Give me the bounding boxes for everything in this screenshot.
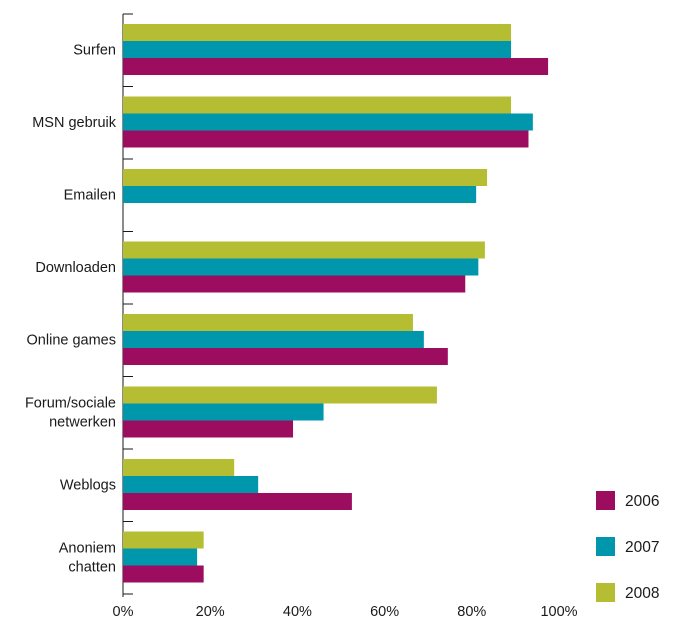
bar-2007-online-games [123,331,424,348]
x-tick-label: 20% [196,604,225,620]
legend-label-2006: 2006 [625,493,659,510]
bar-2007-forum-sociale-netwerken [123,404,324,421]
bar-2007-anoniem-chatten [123,549,197,566]
x-tick-label: 100% [540,604,577,620]
category-label: Anoniem chatten [59,541,116,576]
legend-swatch-2006 [596,491,615,510]
bar-2007-surfen [123,41,511,58]
bar-2008-weblogs [123,459,234,476]
x-tick-label: 40% [283,604,312,620]
legend: 2006 2007 2008 [596,491,659,602]
x-tick-label: 0% [113,604,134,620]
bars [123,24,548,583]
bar-2007-weblogs [123,476,258,493]
bar-2006-msn-gebruik [123,131,528,148]
bar-2008-anoniem-chatten [123,532,204,549]
legend-label-2008: 2008 [625,585,659,602]
bar-2008-msn-gebruik [123,97,511,114]
category-label: Weblogs [60,478,116,494]
category-label: Downloaden [35,260,116,276]
bar-2006-anoniem-chatten [123,566,204,583]
legend-swatch-2008 [596,583,615,602]
category-label: Forum/sociale netwerken [25,396,116,431]
legend-swatch-2007 [596,537,615,556]
category-label: Online games [27,333,116,349]
bar-2006-downloaden [123,276,465,293]
bar-2008-emailen [123,169,487,186]
bar-2006-surfen [123,58,548,75]
category-label: Emailen [64,188,116,204]
bar-2008-forum-sociale-netwerken [123,387,437,404]
bar-2008-online-games [123,314,413,331]
x-tick-label: 80% [457,604,486,620]
bar-2006-forum-sociale-netwerken [123,421,293,438]
legend-label-2007: 2007 [625,539,659,556]
bar-2007-downloaden [123,259,478,276]
bar-2007-msn-gebruik [123,114,533,131]
bar-2006-online-games [123,348,448,365]
category-label: MSN gebruik [32,115,117,131]
bar-2007-emailen [123,186,476,203]
bar-2008-surfen [123,24,511,41]
bar-2006-weblogs [123,493,352,510]
category-label: Surfen [73,43,116,59]
x-tick-label: 60% [370,604,399,620]
bar-2008-downloaden [123,242,485,259]
